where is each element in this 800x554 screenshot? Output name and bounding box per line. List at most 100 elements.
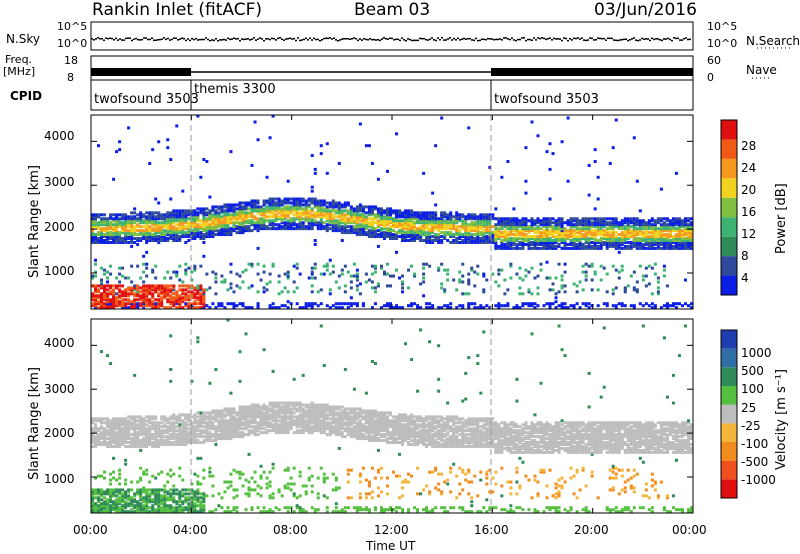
heatmap-cell <box>301 209 305 213</box>
velocity-heatmap <box>91 318 693 514</box>
heatmap-cell <box>145 233 149 237</box>
heatmap-cell <box>235 435 239 439</box>
heatmap-cell <box>91 444 94 448</box>
heatmap-cell <box>265 288 269 292</box>
heatmap-cell <box>349 217 353 221</box>
heatmap-cell <box>662 227 666 231</box>
heatmap-cell <box>382 221 386 225</box>
heatmap-cell <box>154 441 158 445</box>
heatmap-cell <box>136 229 140 233</box>
heatmap-cell <box>497 268 501 272</box>
heatmap-cell <box>382 211 386 215</box>
heatmap-cell <box>638 302 642 306</box>
heatmap-cell <box>169 494 173 498</box>
heatmap-cell <box>503 304 507 308</box>
heatmap-cell <box>301 207 305 211</box>
heatmap-cell <box>166 506 170 510</box>
heatmap-cell <box>136 219 140 223</box>
heatmap-cell <box>500 227 504 231</box>
heatmap-cell <box>157 201 161 205</box>
heatmap-cell <box>581 288 585 292</box>
heatmap-cell <box>184 288 188 292</box>
heatmap-cell <box>683 219 687 223</box>
heatmap-cell <box>220 211 224 215</box>
heatmap-cell <box>94 286 98 290</box>
heatmap-cell <box>536 134 540 138</box>
heatmap-cell <box>205 437 209 441</box>
heatmap-cell <box>473 229 477 233</box>
heatmap-cell <box>139 231 143 235</box>
heatmap-cell <box>175 272 179 276</box>
heatmap-cell <box>256 415 260 419</box>
heatmap-cell <box>196 474 200 478</box>
heatmap-cell <box>283 207 287 211</box>
heatmap-cell <box>437 227 441 231</box>
heatmap-cell <box>157 294 161 298</box>
heatmap-cell <box>545 260 549 264</box>
heatmap-cell <box>151 288 155 292</box>
heatmap-cell <box>307 304 311 308</box>
heatmap-cell <box>343 201 347 205</box>
heatmap-cell <box>205 425 209 429</box>
velocity-cb-tick: -1000 <box>741 473 776 487</box>
heatmap-cell <box>241 304 245 308</box>
heatmap-cell <box>650 292 654 296</box>
heatmap-cell <box>211 209 215 213</box>
heatmap-cell <box>647 264 651 268</box>
heatmap-cell <box>154 264 158 268</box>
heatmap-cell <box>238 227 242 231</box>
heatmap-cell <box>584 231 588 235</box>
heatmap-cell <box>181 211 185 215</box>
heatmap-cell <box>154 221 158 225</box>
heatmap-cell <box>401 219 405 223</box>
heatmap-cell <box>184 240 188 244</box>
heatmap-cell <box>151 304 155 308</box>
heatmap-cell <box>542 235 546 239</box>
heatmap-cell <box>512 219 516 223</box>
heatmap-cell <box>160 470 164 474</box>
heatmap-cell <box>653 231 657 235</box>
heatmap-cell <box>467 240 471 244</box>
heatmap-cell <box>130 442 134 446</box>
heatmap-cell <box>647 221 651 225</box>
heatmap-cell <box>367 209 371 213</box>
heatmap-cell <box>626 225 630 229</box>
heatmap-cell <box>151 270 155 274</box>
heatmap-cell <box>596 240 600 244</box>
heatmap-cell <box>650 223 654 227</box>
heatmap-cell <box>154 302 158 306</box>
heatmap-cell <box>434 213 438 217</box>
heatmap-cell <box>395 268 399 272</box>
heatmap-cell <box>277 292 281 296</box>
heatmap-cell <box>190 209 194 213</box>
heatmap-cell <box>172 231 176 235</box>
heatmap-cell <box>112 235 116 239</box>
heatmap-cell <box>298 272 302 276</box>
heatmap-cell <box>169 504 173 508</box>
heatmap-cell <box>142 417 146 421</box>
heatmap-cell <box>97 233 101 237</box>
heatmap-cell <box>151 296 155 300</box>
heatmap-cell <box>196 492 200 496</box>
heatmap-cell <box>250 429 254 433</box>
heatmap-cell <box>388 217 392 221</box>
heatmap-cell <box>551 152 555 156</box>
heatmap-cell <box>587 302 591 306</box>
heatmap-cell <box>247 421 251 425</box>
heatmap-cell <box>124 482 128 486</box>
heatmap-cell <box>527 237 531 241</box>
heatmap-cell <box>145 433 149 437</box>
heatmap-cell <box>542 217 546 221</box>
heatmap-cell <box>202 254 206 258</box>
heatmap-cell <box>548 197 552 201</box>
heatmap-cell <box>118 437 122 441</box>
heatmap-cell <box>644 229 648 233</box>
heatmap-cell <box>668 225 672 229</box>
heatmap-cell <box>485 219 489 223</box>
heatmap-cell <box>190 488 194 492</box>
heatmap-cell <box>244 268 248 272</box>
heatmap-cell <box>184 413 188 417</box>
heatmap-cell <box>569 223 573 227</box>
heatmap-cell <box>602 242 606 246</box>
heatmap-cell <box>503 231 507 235</box>
